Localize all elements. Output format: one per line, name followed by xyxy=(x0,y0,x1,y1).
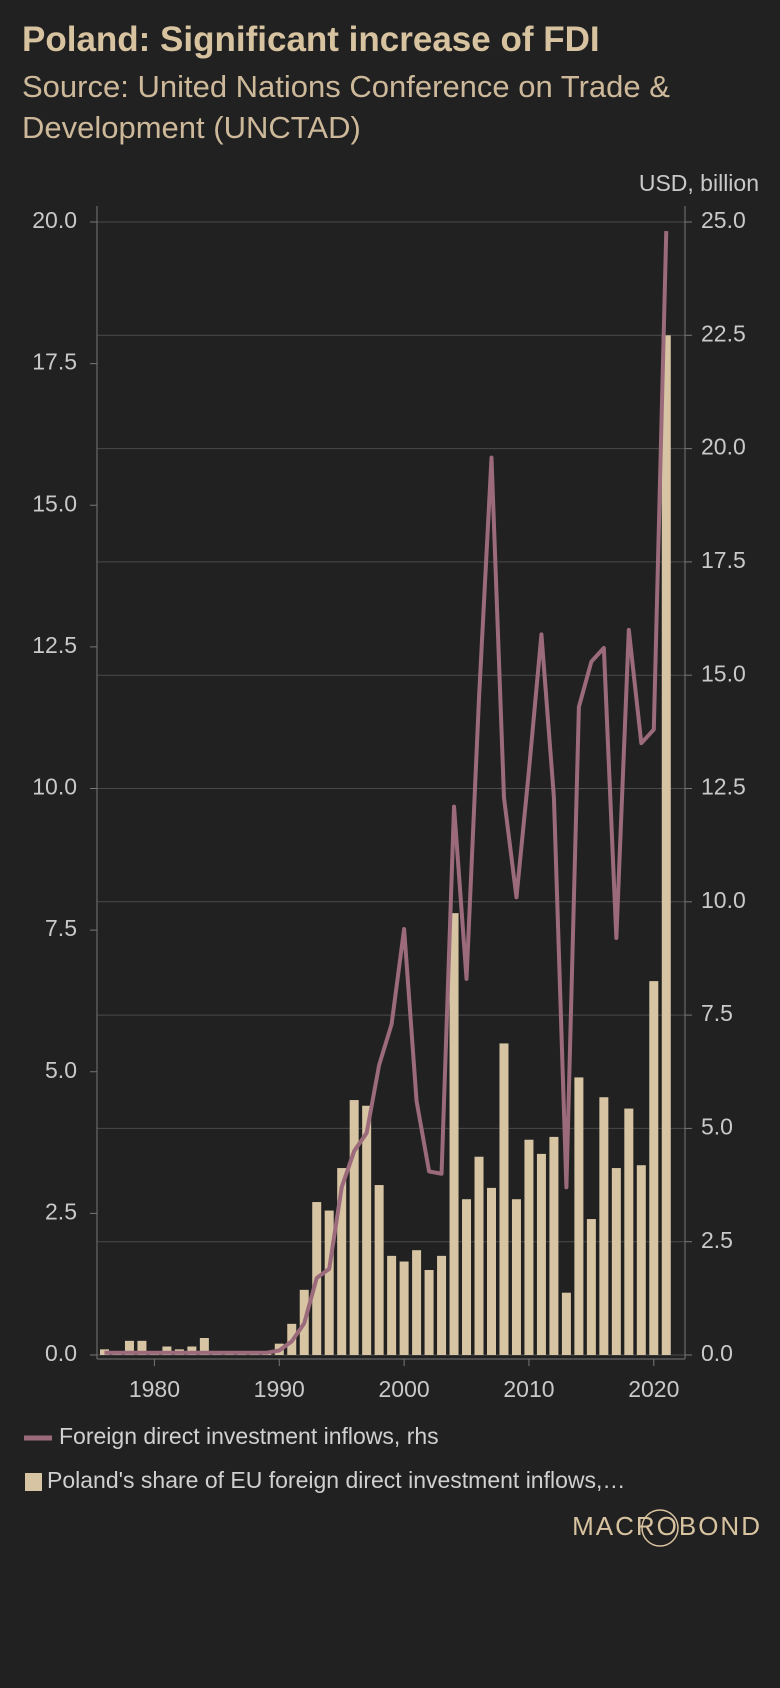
y-tick-label: 7.5 xyxy=(45,915,77,941)
bar xyxy=(511,1199,521,1355)
bar xyxy=(536,1153,546,1355)
bar xyxy=(349,1100,359,1355)
bar xyxy=(462,1199,472,1355)
bar xyxy=(586,1219,596,1355)
bar xyxy=(412,1250,422,1355)
bar xyxy=(486,1187,496,1355)
y2-tick-label: 25.0 xyxy=(701,207,746,233)
y2-tick-label: 22.5 xyxy=(701,320,746,346)
x-tick-label: 2020 xyxy=(628,1376,679,1402)
y-tick-label: 0.0 xyxy=(45,1340,77,1366)
bar xyxy=(137,1340,147,1355)
y2-tick-label: 7.5 xyxy=(701,1000,733,1026)
bar xyxy=(611,1168,621,1355)
x-tick-label: 2010 xyxy=(503,1376,554,1402)
bar xyxy=(399,1261,409,1355)
y2-tick-label: 0.0 xyxy=(701,1340,733,1366)
y2-tick-label: 12.5 xyxy=(701,774,746,800)
bar xyxy=(649,981,659,1355)
bar xyxy=(549,1136,559,1355)
y-tick-label: 2.5 xyxy=(45,1198,77,1224)
bar xyxy=(524,1139,534,1355)
bar xyxy=(424,1270,434,1355)
y-tick-label: 10.0 xyxy=(32,774,77,800)
y-tick-label: 5.0 xyxy=(45,1057,77,1083)
bar xyxy=(499,1043,509,1355)
chart-title: Poland: Significant increase of FDI xyxy=(22,20,600,59)
x-tick-label: 1990 xyxy=(254,1376,305,1402)
x-tick-label: 1980 xyxy=(129,1376,180,1402)
bar xyxy=(636,1165,646,1355)
y-tick-label: 15.0 xyxy=(32,490,77,516)
bar xyxy=(362,1105,372,1355)
y2-tick-label: 5.0 xyxy=(701,1113,733,1139)
bar xyxy=(124,1340,134,1355)
bar xyxy=(324,1210,334,1355)
logo: MACROBOND xyxy=(572,1511,762,1541)
line xyxy=(104,231,669,1355)
y-tick-label: 17.5 xyxy=(32,349,77,375)
bar xyxy=(449,913,459,1355)
bar xyxy=(561,1292,571,1355)
chart-subtitle: Source: United Nations Conference on Tra… xyxy=(22,69,670,145)
bar xyxy=(437,1255,447,1355)
bar xyxy=(661,335,671,1355)
y-tick-label: 12.5 xyxy=(32,632,77,658)
y2-tick-label: 17.5 xyxy=(701,547,746,573)
logo-ring xyxy=(641,1509,679,1547)
bar xyxy=(574,1077,584,1355)
bar xyxy=(599,1097,609,1355)
legend-swatch xyxy=(25,1473,42,1491)
x-tick-label: 2000 xyxy=(379,1376,430,1402)
bar xyxy=(374,1185,384,1355)
y-tick-label: 20.0 xyxy=(32,207,77,233)
bar xyxy=(199,1338,209,1355)
y2-axis-label: USD, billion xyxy=(639,170,759,196)
y2-tick-label: 2.5 xyxy=(701,1227,733,1253)
legend-text: Foreign direct investment inflows, rhs xyxy=(59,1423,439,1449)
bar xyxy=(474,1156,484,1355)
y2-tick-label: 20.0 xyxy=(701,434,746,460)
y2-tick-label: 10.0 xyxy=(701,887,746,913)
bar xyxy=(337,1168,347,1355)
y2-tick-label: 15.0 xyxy=(701,660,746,686)
legend-text: Poland's share of EU foreign direct inve… xyxy=(47,1467,625,1493)
bar xyxy=(387,1255,397,1355)
bar xyxy=(624,1108,634,1355)
